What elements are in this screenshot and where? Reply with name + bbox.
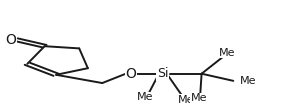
Text: Me: Me — [219, 48, 236, 58]
Text: O: O — [5, 33, 16, 47]
Text: Me: Me — [190, 94, 207, 103]
Text: Me: Me — [137, 92, 154, 102]
Text: Me: Me — [239, 76, 256, 86]
Text: Si: Si — [157, 67, 168, 80]
Text: O: O — [126, 67, 137, 81]
Text: Me: Me — [177, 95, 194, 105]
